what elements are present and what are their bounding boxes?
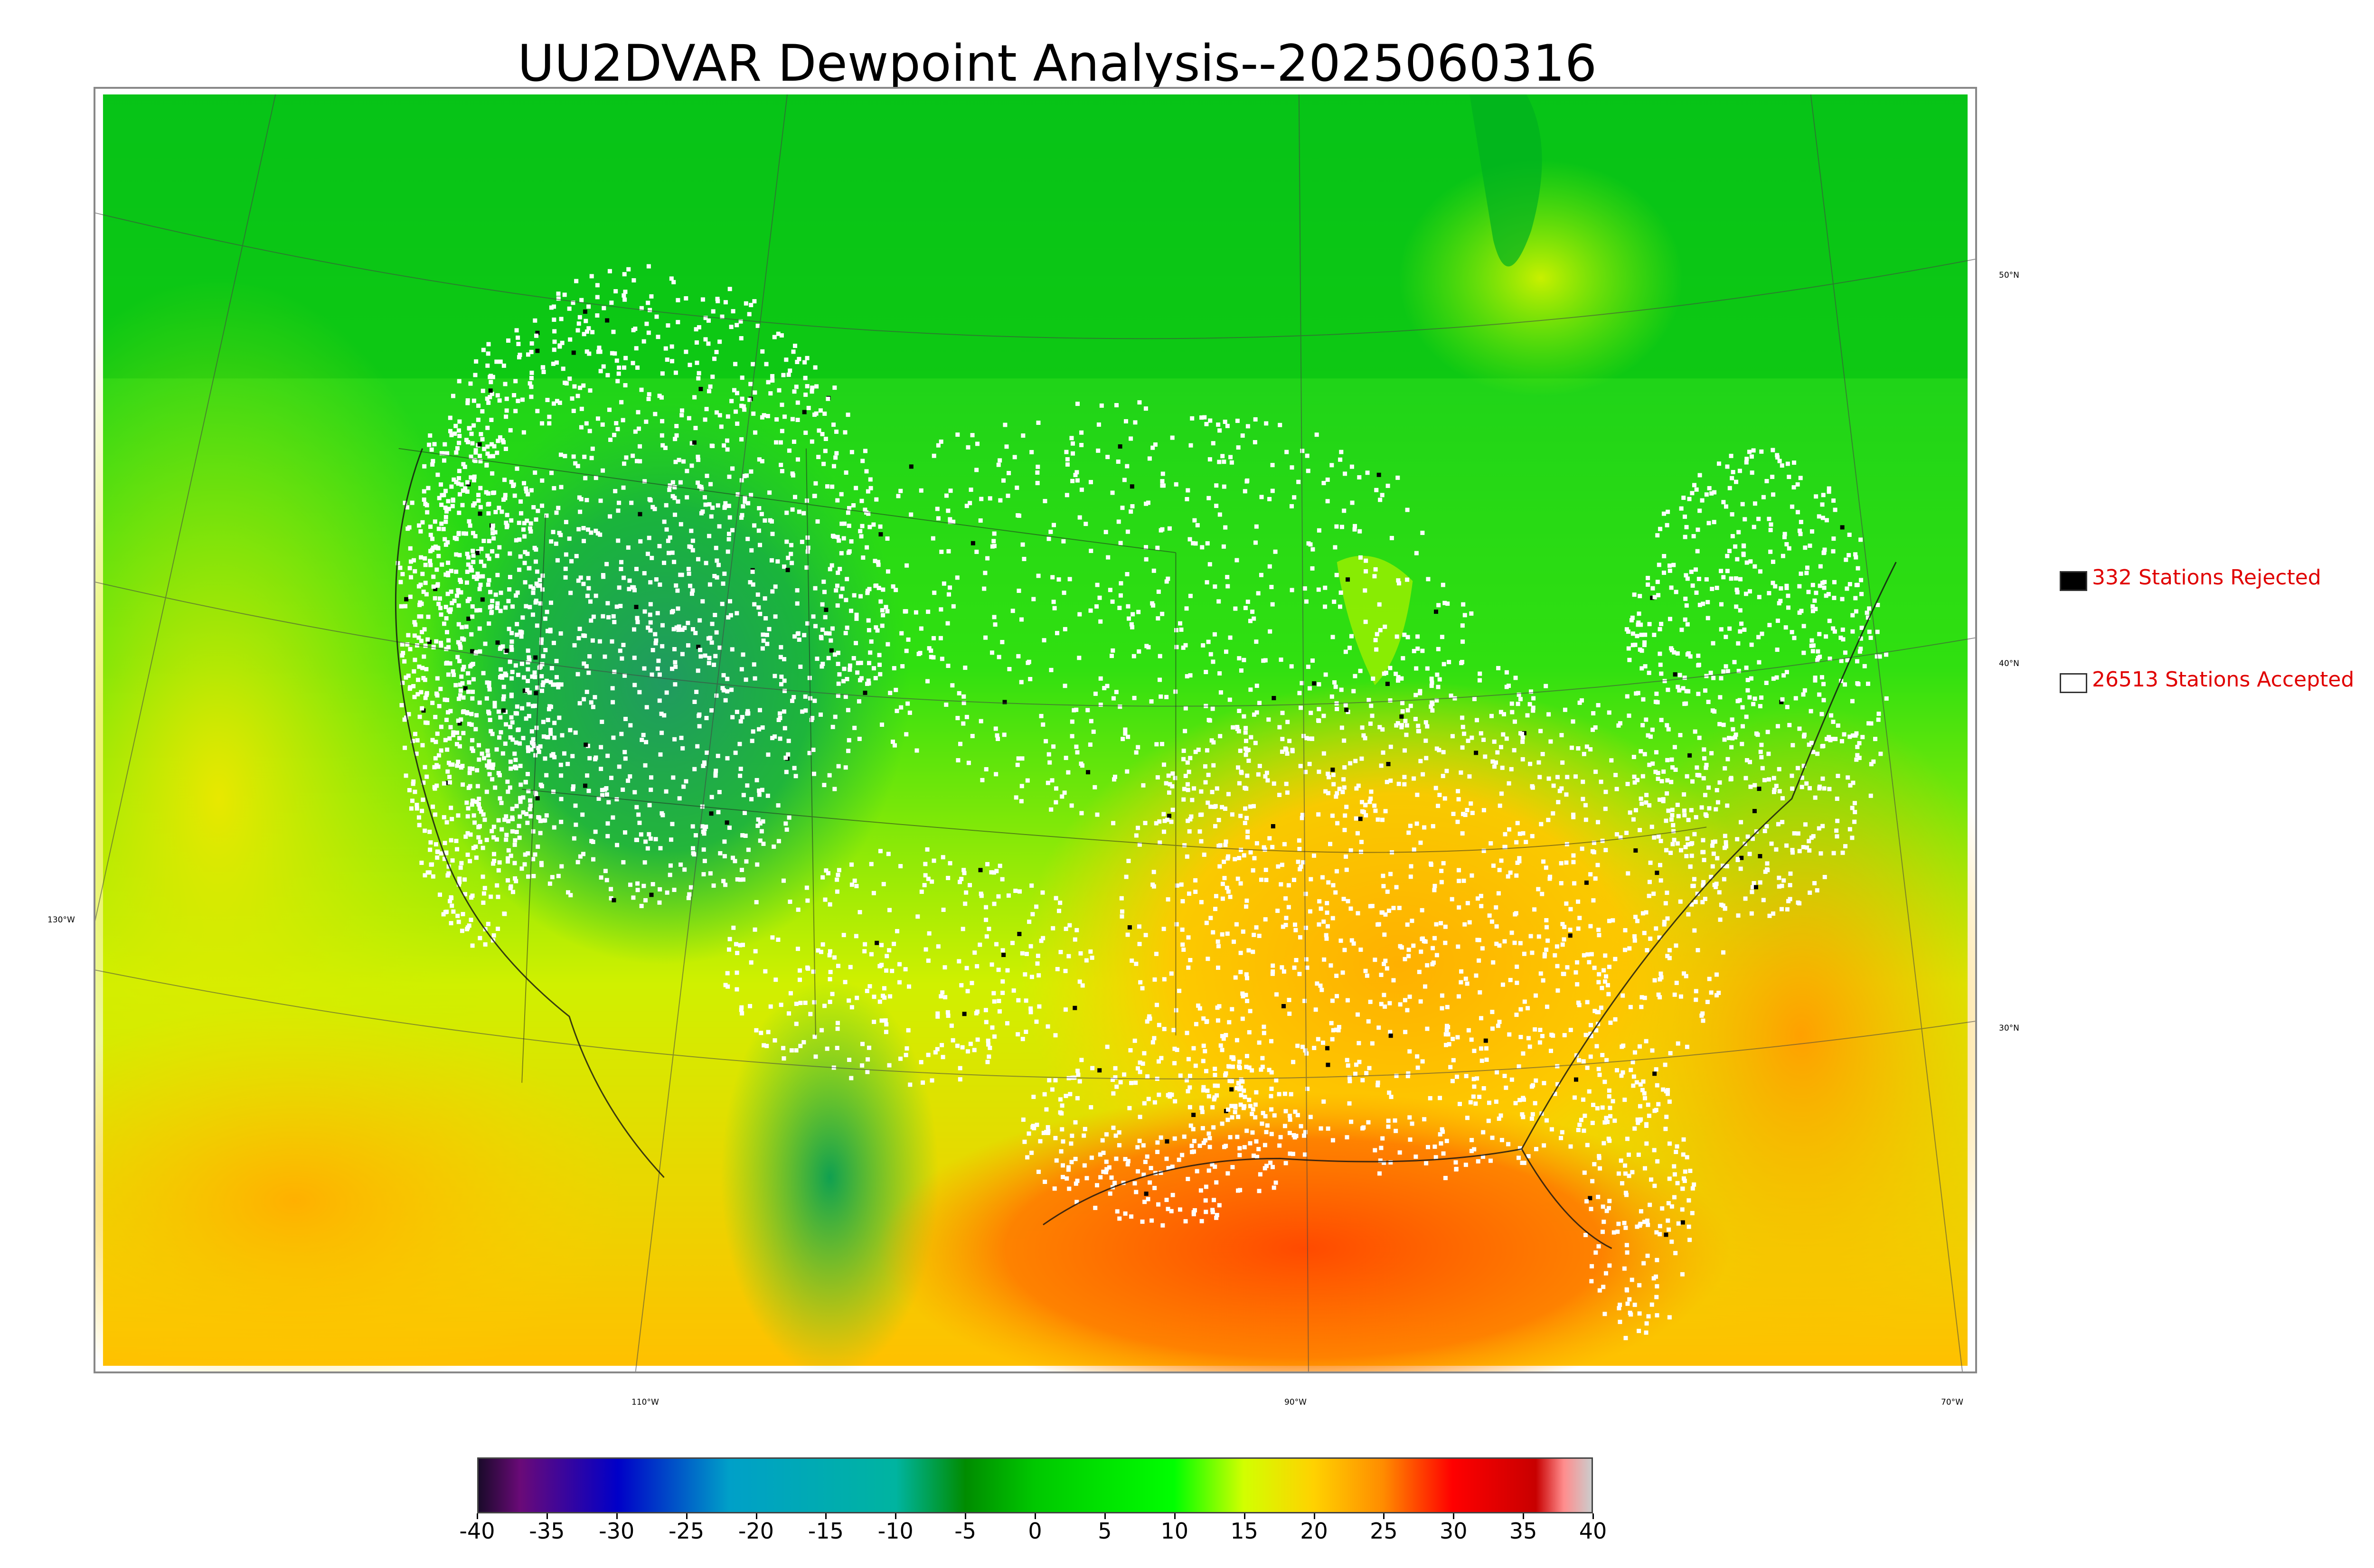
latitude-label-30: 30°N [1999, 1023, 2019, 1033]
coastlines [395, 448, 1897, 1249]
colorbar-tick [1453, 1513, 1455, 1519]
colorbar-tick-label: -10 [877, 1518, 914, 1544]
colorbar-tick [895, 1513, 897, 1519]
page-title: UU2DVAR Dewpoint Analysis--2025060316 [518, 34, 1597, 93]
colorbar-tick [1523, 1513, 1525, 1519]
colorbar-tick-label: -15 [808, 1518, 844, 1544]
dewpoint-map [94, 87, 1977, 1373]
colorbar-tick-label: -25 [669, 1518, 705, 1544]
colorbar-tick [546, 1513, 548, 1519]
colorbar-tick [686, 1513, 688, 1519]
northern-canada-region [103, 94, 1968, 379]
station-points [396, 264, 1889, 1341]
colorbar-tick-label: 30 [1439, 1518, 1468, 1544]
longitude-label-110: 110°W [631, 1398, 659, 1407]
longitude-label-70: 70°W [1941, 1398, 1963, 1407]
colorbar-tick-label: -20 [738, 1518, 774, 1544]
colorbar-tick [1592, 1513, 1594, 1519]
legend-accepted-label: 26513 Stations Accepted [2092, 667, 2355, 692]
colorbar-tick-label: 15 [1230, 1518, 1258, 1544]
colorbar-tick [1383, 1513, 1385, 1519]
colorbar-tick [1104, 1513, 1106, 1519]
colorbar: -40 -35 -30 -25 -20 -15 -10 -5 0 5 10 15 20 25 30 35 40 [459, 1457, 1607, 1552]
colorbar-tick [755, 1513, 757, 1519]
hudson-bay-region [1398, 160, 1683, 397]
colorbar-tick-label: 35 [1509, 1518, 1537, 1544]
colorbar-tick [477, 1513, 478, 1519]
state-boundaries [398, 448, 1707, 1083]
dewpoint-map-canvas [95, 94, 1975, 1371]
colorbar-tick-label: 5 [1098, 1518, 1112, 1544]
sierra-dry-region [721, 978, 939, 1371]
colorbar-tick [1035, 1513, 1036, 1519]
colorbar-tick-label: 10 [1160, 1518, 1189, 1544]
map-gridlines [95, 94, 1975, 1371]
colorbar-tick [965, 1513, 967, 1519]
colorbar-tick [616, 1513, 618, 1519]
legend-accepted-swatch [2060, 673, 2087, 693]
longitude-label-130: 130°W [47, 915, 75, 925]
colorbar-tick-label: -35 [529, 1518, 565, 1544]
gulf-humid-region [877, 1092, 1730, 1371]
colorbar-tick [1174, 1513, 1176, 1519]
latitude-label-50: 50°N [1999, 271, 2019, 280]
colorbar-gradient [477, 1457, 1593, 1513]
colorbar-tick [1244, 1513, 1245, 1519]
latitude-label-40: 40°N [1999, 659, 2019, 668]
colorbar-tick-label: -40 [459, 1518, 495, 1544]
colorbar-tick [1313, 1513, 1315, 1519]
colorbar-tick-label: 20 [1300, 1518, 1328, 1544]
colorbar-tick-label: 40 [1579, 1518, 1607, 1544]
colorbar-tick-label: 25 [1370, 1518, 1398, 1544]
mexico-pacific-region [95, 1002, 626, 1371]
hudson-bay [1470, 94, 1542, 267]
atlantic-humid-region [1564, 704, 1975, 1367]
colorbar-tick [825, 1513, 827, 1519]
longitude-label-90: 90°W [1284, 1398, 1307, 1407]
legend-rejected-swatch [2060, 571, 2087, 591]
great-lakes [1337, 555, 1413, 685]
colorbar-tick-label: 0 [1028, 1518, 1042, 1544]
colorbar-tick-label: -30 [599, 1518, 635, 1544]
colorbar-tick-label: -5 [954, 1518, 977, 1544]
legend-rejected-label: 332 Stations Rejected [2092, 565, 2321, 590]
